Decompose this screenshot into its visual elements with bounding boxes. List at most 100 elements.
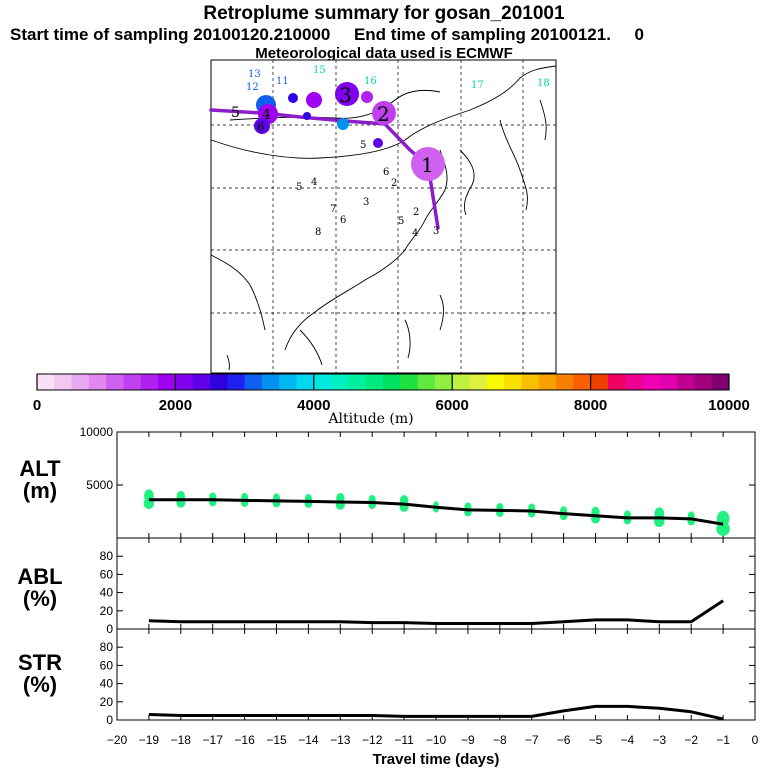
colorbar-title: Altitude (m) xyxy=(327,411,413,427)
colorbar-swatch xyxy=(227,374,246,390)
day-labels-large: 1 2 3 4 5 6 xyxy=(231,83,434,177)
colorbar-swatch xyxy=(261,374,280,390)
abl-label-text: ABL xyxy=(17,564,63,589)
colorbar-tick-label: 2000 xyxy=(159,397,192,414)
map-small-5b: 5 xyxy=(360,140,366,151)
alt-label-text: ALT xyxy=(19,456,61,481)
figure-title: Retroplume summary for gosan_201001 xyxy=(203,3,565,24)
y-tick-label: 80 xyxy=(100,549,114,563)
str-panel-label: STR (%) xyxy=(10,652,70,696)
colorbar-tick-label: 8000 xyxy=(574,397,607,414)
cluster-day-9 xyxy=(337,118,349,130)
colorbar-swatch xyxy=(538,374,557,390)
cluster-day-2 xyxy=(372,101,396,125)
alt-panel-label: ALT (m) xyxy=(10,458,70,502)
x-axis-title: Travel time (days) xyxy=(373,751,500,768)
map-label-6: 6 xyxy=(257,120,265,134)
colorbar-swatch xyxy=(521,374,540,390)
map-graticule xyxy=(211,60,556,373)
map-small-16: 16 xyxy=(364,76,377,87)
day-labels-small: 3 4 2 5 2 6 3 5 4 5 7 6 8 13 12 11 15 16… xyxy=(246,65,550,239)
colorbar-swatch xyxy=(607,374,626,390)
colorbar-swatch xyxy=(469,374,488,390)
panel-frame xyxy=(116,537,756,630)
colorbar-swatch xyxy=(37,374,55,390)
series-line-alt xyxy=(148,498,724,526)
colorbar-tick-label: 6000 xyxy=(436,397,469,414)
x-tick-label: −18 xyxy=(171,733,192,747)
map-small-13: 13 xyxy=(248,69,261,80)
y-tick-label: 20 xyxy=(100,695,114,709)
cluster-day-8 xyxy=(373,138,383,148)
colorbar-swatch xyxy=(556,374,574,390)
x-tick-label: −8 xyxy=(493,733,507,747)
x-tick-label: −2 xyxy=(684,733,698,747)
y-tick-label: 80 xyxy=(100,640,114,654)
series-line-abl xyxy=(148,599,724,625)
x-tick-label: −19 xyxy=(139,733,160,747)
cluster-day-1 xyxy=(411,147,445,181)
x-tick-label: −4 xyxy=(621,733,635,747)
colorbar-swatch xyxy=(175,374,194,390)
x-tick-label: −5 xyxy=(589,733,603,747)
y-tick-label: 5000 xyxy=(86,478,113,492)
colorbar-swatch xyxy=(590,374,609,390)
map-small-5c: 5 xyxy=(296,182,302,193)
y-tick-label: 10000 xyxy=(80,425,114,439)
colorbar-tick-label: 4000 xyxy=(297,397,330,414)
colorbar-swatch xyxy=(106,374,124,390)
trajectory-map: 1 2 3 4 5 6 3 4 2 5 2 6 3 5 4 5 7 6 8 13… xyxy=(209,59,557,374)
map-small-3b: 3 xyxy=(363,197,369,208)
map-small-11: 11 xyxy=(276,76,289,87)
abl-label-unit: (%) xyxy=(22,586,58,611)
colorbar-swatch xyxy=(452,374,470,390)
colorbar-swatch xyxy=(210,374,228,390)
x-tick-label: −13 xyxy=(330,733,351,747)
colorbar-swatch xyxy=(711,374,730,390)
map-label-3: 3 xyxy=(339,83,352,107)
map-small-2b: 2 xyxy=(391,178,397,189)
map-small-3: 3 xyxy=(433,226,439,237)
plume-clusters xyxy=(254,82,445,181)
cluster-day-4 xyxy=(306,92,322,108)
map-small-17: 17 xyxy=(471,80,484,91)
map-small-15: 15 xyxy=(313,65,326,76)
colorbar-swatch xyxy=(123,374,142,390)
colorbar-swatch xyxy=(140,374,159,390)
x-tick-label: −9 xyxy=(461,733,475,747)
abl-panel-label: ABL (%) xyxy=(10,566,70,610)
y-tick-label: 40 xyxy=(100,677,114,691)
str-label-text: STR xyxy=(18,650,62,675)
colorbar-swatch xyxy=(365,374,384,390)
map-small-2: 2 xyxy=(413,207,419,218)
y-tick-label: 60 xyxy=(100,658,114,672)
colorbar-swatch xyxy=(348,374,367,390)
met-data-line: Meteorological data used is ECMWF xyxy=(255,45,513,62)
colorbar-swatch xyxy=(486,374,505,390)
x-tick-label: 0 xyxy=(752,733,759,747)
colorbar-swatch xyxy=(71,374,90,390)
map-small-18: 18 xyxy=(537,78,550,89)
map-small-5: 5 xyxy=(398,216,404,227)
y-tick-label: 40 xyxy=(100,586,114,600)
cluster-day-10 xyxy=(303,112,311,120)
map-small-6b: 6 xyxy=(340,215,346,226)
map-label-2: 2 xyxy=(377,102,390,126)
x-tick-label: −3 xyxy=(652,733,666,747)
colorbar-swatch xyxy=(434,374,453,390)
colorbar-swatch xyxy=(677,374,695,390)
map-small-4: 4 xyxy=(412,228,418,239)
x-tick-label: −6 xyxy=(557,733,571,747)
panel-alt: 5000 10000 xyxy=(80,425,756,539)
colorbar-swatch xyxy=(573,374,592,390)
colorbar-swatch xyxy=(504,374,522,390)
panel-frame xyxy=(116,628,756,721)
colorbar-swatch xyxy=(192,374,211,390)
colorbar-swatch xyxy=(88,374,107,390)
map-small-4b: 4 xyxy=(311,177,317,188)
alt-label-unit: (m) xyxy=(22,478,58,503)
y-tick-label: 0 xyxy=(106,622,113,636)
map-label-1: 1 xyxy=(421,153,434,177)
str-label-unit: (%) xyxy=(22,672,58,697)
sampling-time-line: Start time of sampling 20100120.210000 E… xyxy=(10,25,645,44)
